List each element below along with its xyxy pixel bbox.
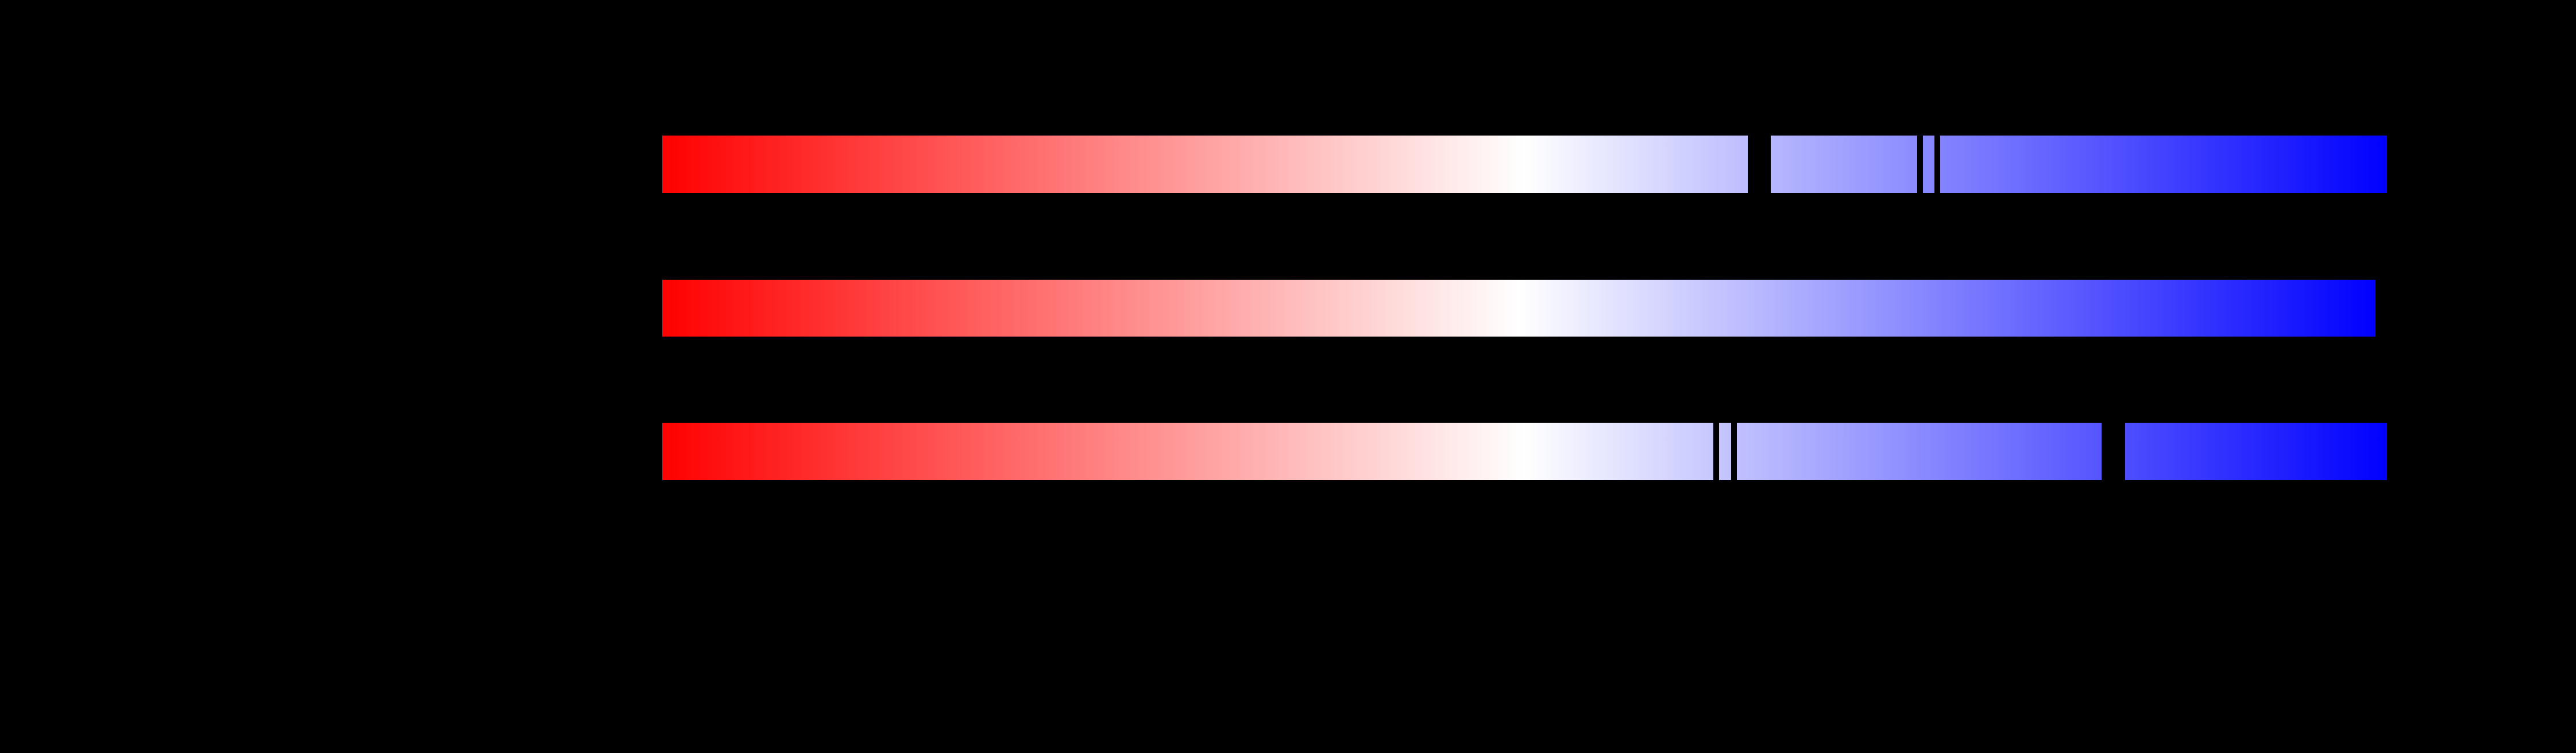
absorption-line	[1934, 136, 1940, 193]
top-spectrum-bar	[662, 136, 2387, 193]
absorption-line	[1748, 136, 1771, 193]
middle-spectrum-bar	[662, 280, 2376, 337]
absorption-line	[1731, 423, 1737, 480]
absorption-line	[1917, 136, 1923, 193]
bottom-spectrum-bar	[662, 423, 2387, 480]
absorption-line	[1713, 423, 1719, 480]
absorption-line	[2102, 423, 2125, 480]
